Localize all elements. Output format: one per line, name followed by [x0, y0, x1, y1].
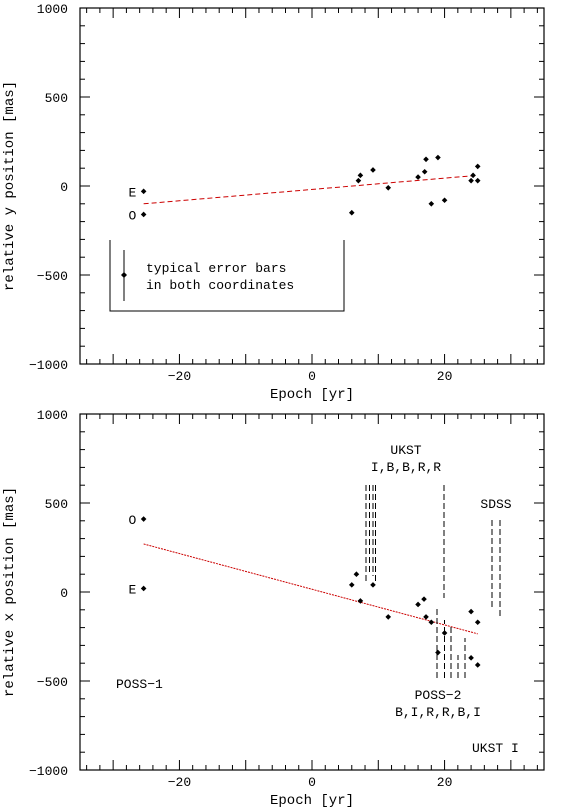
- data-point: [370, 582, 376, 588]
- legend-marker: [121, 272, 127, 278]
- panel-x-position: −20 0 20 −1000 −500 0 500 1000 Epoch [yr] relativ…: [2, 408, 545, 809]
- y-tick-label: 1000: [37, 2, 68, 17]
- data-point: [370, 167, 376, 173]
- legend-text-line1: typical error bars: [146, 261, 286, 276]
- annotation-o: O: [129, 208, 137, 223]
- y-tick-label: −500: [37, 269, 68, 284]
- data-point: [423, 156, 429, 163]
- data-point: [435, 154, 441, 161]
- panel-y-position: −20 0 20 −1000 −500 0 500 1000 Epoch [yr] relativ…: [2, 2, 545, 403]
- data-point: [468, 177, 474, 184]
- data-point: [421, 168, 428, 175]
- annotation-ukst-bands: I,B,B,R,R: [371, 460, 441, 475]
- data-point: [385, 184, 392, 191]
- data-point: [353, 571, 360, 577]
- x-tick-label: 0: [308, 369, 316, 384]
- data-point: [385, 614, 392, 620]
- data-point: [474, 163, 481, 170]
- fit-line: [143, 174, 478, 205]
- data-point: [423, 614, 429, 620]
- annotation-poss2: POSS−2: [415, 688, 462, 703]
- legend-box: typical error bars in both coordinates: [109, 240, 345, 312]
- data-point: [468, 655, 474, 661]
- annotation-o: O: [129, 513, 137, 528]
- x-axis-label: Epoch [yr]: [270, 793, 354, 809]
- data-point: [357, 172, 364, 179]
- data-point: [474, 177, 481, 184]
- data-point: [468, 608, 474, 615]
- x-tick-label: −20: [168, 369, 191, 384]
- y-tick-label: −1000: [29, 358, 68, 373]
- y-tick-label: 500: [45, 91, 68, 106]
- y-tick-label: −500: [37, 675, 68, 690]
- annotation-e: E: [129, 582, 137, 597]
- y-tick-label: 500: [45, 497, 68, 512]
- y-tick-label: 0: [60, 586, 68, 601]
- data-point: [140, 516, 147, 522]
- data-point: [435, 649, 441, 656]
- y-tick-label: 1000: [37, 408, 68, 423]
- x-tick-label: −20: [168, 775, 191, 790]
- data-point: [415, 601, 421, 608]
- data-point: [470, 172, 476, 179]
- y-tick-label: 0: [60, 180, 68, 195]
- x-axis-label: Epoch [yr]: [270, 387, 354, 403]
- x-tick-label: 20: [437, 775, 453, 790]
- y-axis-label: relative x position [mas]: [2, 487, 18, 697]
- x-tick-label: 0: [308, 775, 316, 790]
- annotation-e: E: [129, 185, 137, 200]
- x-tick-label: 20: [437, 369, 453, 384]
- annotation-ukst: UKST: [390, 443, 421, 458]
- fit-line: [143, 543, 478, 635]
- data-point: [428, 201, 435, 207]
- data-point: [140, 188, 147, 195]
- annotation-poss1: POSS−1: [116, 677, 163, 692]
- data-point: [348, 209, 355, 216]
- y-tick-label: −1000: [29, 764, 68, 779]
- annotation-poss2-bands: B,I,R,R,B,I: [395, 705, 481, 720]
- data-point: [355, 177, 362, 184]
- y-axis-label: relative y position [mas]: [2, 81, 18, 291]
- data-point: [421, 596, 427, 602]
- data-point: [474, 662, 481, 668]
- data-point: [415, 174, 421, 180]
- annotation-sdss: SDSS: [480, 497, 511, 512]
- legend-frame: [109, 240, 345, 312]
- data-point: [357, 598, 364, 604]
- data-point: [474, 619, 481, 626]
- data-point: [140, 585, 147, 592]
- data-point: [140, 211, 147, 218]
- annotation-ukst-i: UKST I: [472, 741, 519, 756]
- data-point: [441, 197, 448, 204]
- data-point: [428, 619, 435, 626]
- legend-text-line2: in both coordinates: [146, 278, 294, 293]
- data-point: [348, 582, 355, 588]
